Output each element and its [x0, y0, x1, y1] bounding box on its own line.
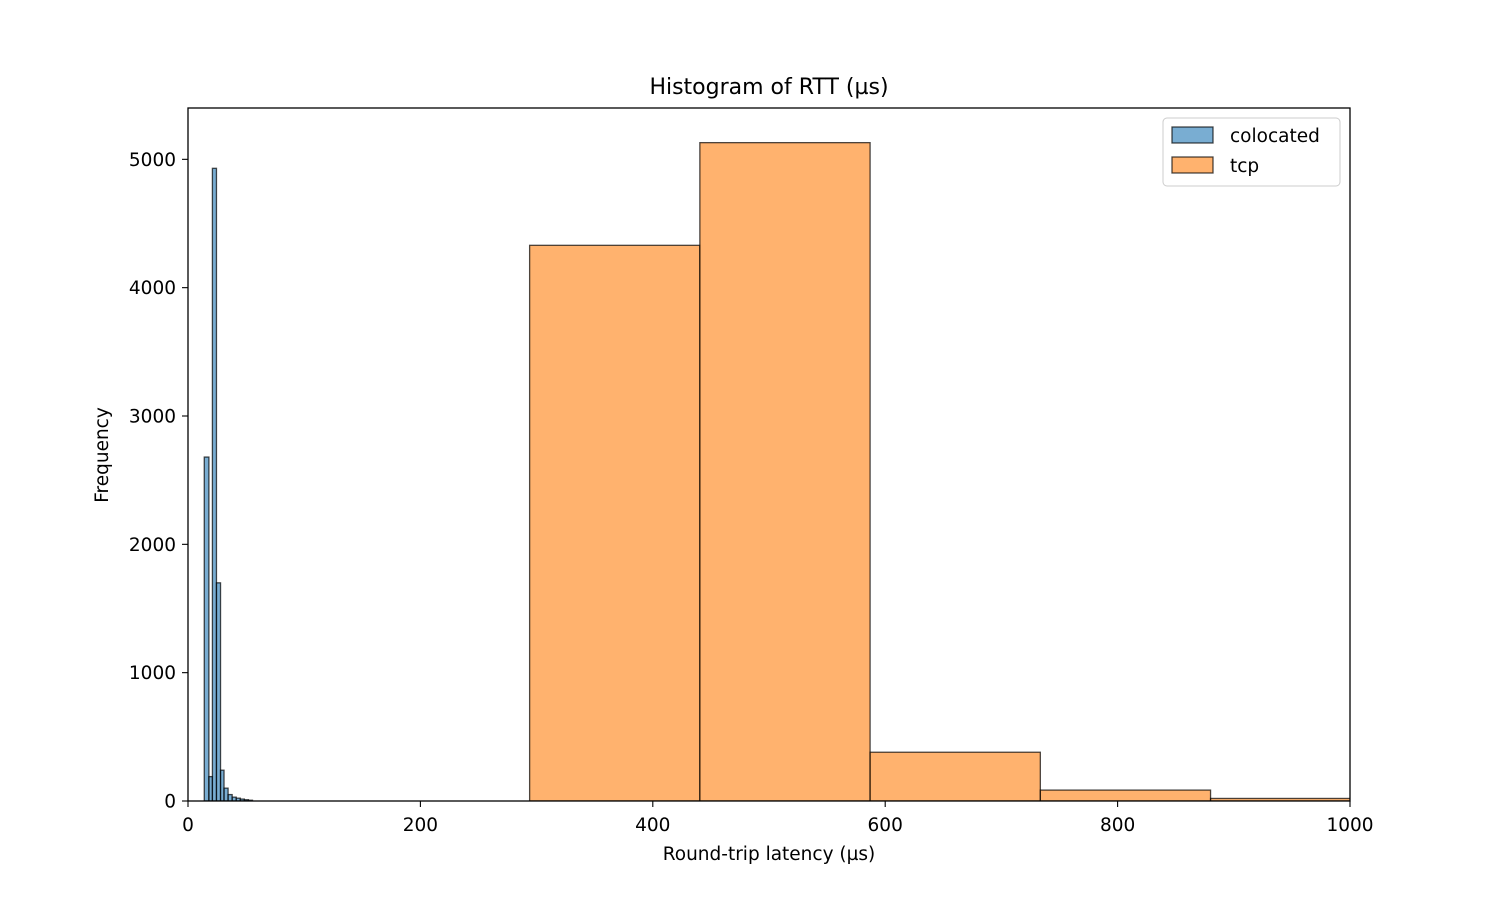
y-tick-label: 1000 [129, 663, 176, 684]
x-tick-label: 0 [182, 815, 194, 836]
legend-label-colocated: colocated [1230, 126, 1320, 147]
series-colocated [203, 167, 254, 801]
x-tick-label: 400 [635, 815, 670, 836]
x-tick-label: 1000 [1326, 815, 1373, 836]
legend-swatch-colocated [1171, 126, 1214, 144]
y-tick-label: 2000 [129, 535, 176, 556]
bar-tcp-1 [699, 141, 871, 801]
legend: colocated tcp [1162, 117, 1341, 187]
legend-swatch-tcp [1171, 156, 1214, 174]
bar-colocated-0 [203, 456, 210, 801]
bar-tcp-0 [528, 244, 701, 801]
x-tick-label: 600 [868, 815, 903, 836]
x-tick-label: 200 [403, 815, 438, 836]
y-axis-ticks: 0 1000 2000 3000 4000 5000 [129, 150, 188, 813]
legend-label-tcp: tcp [1230, 156, 1259, 177]
y-tick-label: 0 [164, 792, 176, 813]
y-tick-label: 4000 [129, 278, 176, 299]
bar-colocated-3 [215, 582, 222, 801]
chart-title: Histogram of RTT (µs) [649, 75, 888, 100]
series-tcp [528, 141, 1350, 801]
bar-colocated-2 [211, 167, 218, 801]
x-tick-label: 800 [1100, 815, 1135, 836]
bar-colocated-4 [219, 769, 225, 801]
plot-frame [187, 107, 1351, 802]
bars-layer [203, 141, 1350, 801]
y-tick-label: 3000 [129, 407, 176, 428]
bar-tcp-2 [869, 751, 1041, 801]
y-axis-label: Frequency [92, 407, 113, 503]
bar-tcp-3 [1039, 789, 1212, 801]
x-axis-label: Round-trip latency (µs) [663, 844, 876, 865]
bar-tcp-4 [1209, 797, 1350, 801]
y-tick-label: 5000 [129, 150, 176, 171]
x-axis-ticks: 0 200 400 600 800 1000 [182, 801, 1374, 836]
